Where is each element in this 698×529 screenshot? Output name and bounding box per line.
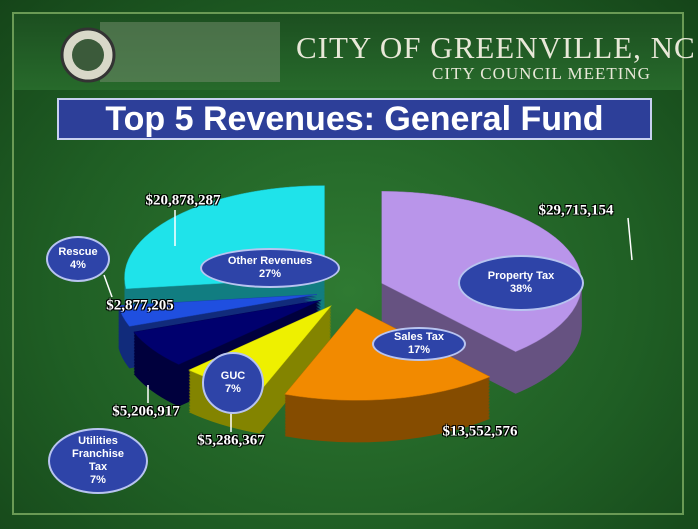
pie <box>118 186 581 443</box>
value-label: $20,878,287 <box>146 193 221 210</box>
category-label: GUC <box>221 370 245 383</box>
percent-label: 7% <box>225 383 241 396</box>
city-seal-center <box>72 39 104 71</box>
value-label: $5,286,367 <box>197 433 265 450</box>
meeting-name: CITY COUNCIL MEETING <box>432 64 651 84</box>
chart-title: Top 5 Revenues: General Fund <box>57 98 652 140</box>
category-label: Utilities Franchise Tax <box>68 435 128 474</box>
leader-line <box>628 218 632 260</box>
value-label: $13,552,576 <box>443 424 518 441</box>
percent-label: 4% <box>70 259 86 272</box>
category-label: Other Revenues <box>228 255 312 268</box>
percent-label: 7% <box>90 474 106 487</box>
percent-label: 17% <box>408 344 430 357</box>
slide: CITY OF GREENVILLE, NC CITY COUNCIL MEET… <box>0 0 698 529</box>
leader-line <box>104 275 112 297</box>
category-label: Sales Tax <box>394 331 444 344</box>
value-label: $29,715,154 <box>539 203 614 220</box>
percent-label: 38% <box>510 283 532 296</box>
percent-label: 27% <box>259 268 281 281</box>
value-label: $2,877,205 <box>106 298 174 315</box>
building-photo <box>100 22 280 82</box>
category-label: Property Tax <box>488 270 554 283</box>
value-label: $5,206,917 <box>112 404 180 421</box>
category-label: Rescue <box>58 246 97 259</box>
city-name: CITY OF GREENVILLE, NC <box>296 30 696 66</box>
